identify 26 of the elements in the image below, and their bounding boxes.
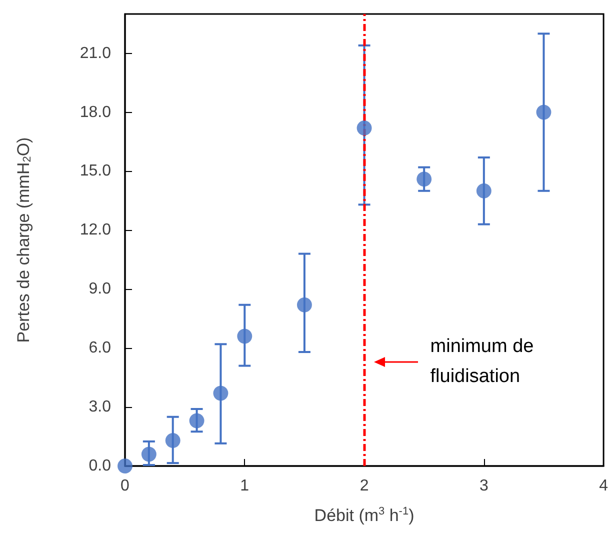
y-tick-label: 21.0 [80,44,112,62]
x-tick-label: 2 [360,478,369,494]
x-tick-label: 4 [599,478,608,494]
point [141,446,156,462]
x-tick-label: 3 [479,478,488,494]
x-tick-label: 0 [120,478,130,494]
point [189,413,204,428]
y-axis-title: Pertes de charge (mmH2O) [14,137,34,343]
point [296,297,312,312]
point [416,172,432,187]
point [165,432,180,448]
point [476,183,492,198]
y-tick-label: 3.0 [88,398,112,416]
y-tick-label: 6.0 [88,340,112,357]
point [213,386,228,401]
y-tick-label: 15.0 [80,162,112,180]
y-tick-label: 0.0 [88,458,112,474]
y-tick-label: 12.0 [80,222,112,239]
point [536,104,552,120]
y-tick-label: 18.0 [80,104,112,121]
point [118,458,132,474]
point [356,120,372,136]
x-tick-label: 1 [240,478,250,494]
point [237,328,252,344]
annotation: minimum de fluidisation [430,334,534,389]
y-tick-label: 9.0 [88,280,112,298]
